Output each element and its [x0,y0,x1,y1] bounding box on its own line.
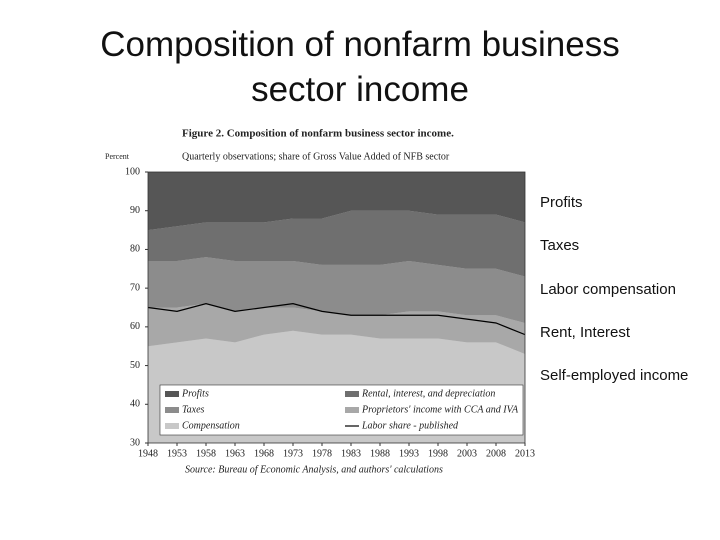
side-label: Rent, Interest [540,324,631,341]
plot-border [147,171,526,444]
area [148,257,525,323]
plot-area [148,172,525,443]
x-tick-label: 1983 [341,448,361,459]
y-tick-label: 30 [130,437,140,448]
area [148,330,525,443]
chart-title: Figure 2. Composition of nonfarm busines… [182,128,454,140]
area [148,210,525,277]
x-tick-label: 2008 [486,448,506,459]
y-tick-label: 40 [130,399,140,410]
legend-swatch [345,407,359,413]
x-tick-label: 1968 [254,448,274,459]
source: Source: Bureau of Economic Analysis, and… [185,464,443,475]
slide-title: Composition of nonfarm business sector i… [100,25,620,109]
x-tick-label: 1988 [370,448,390,459]
side-label: Profits [540,194,583,211]
legend-swatch [165,423,179,429]
legend-swatch [345,391,359,397]
side-label: Taxes [540,237,580,254]
area [148,172,525,231]
x-tick-label: 1978 [312,448,332,459]
legend-label: Proprietors' income with CCA and IVA [361,404,519,415]
x-tick-label: 2013 [515,448,535,459]
y-tick-label: 60 [130,321,140,332]
legend-swatch [165,391,179,397]
legend-label: Compensation [182,420,240,431]
x-tick-label: 1953 [167,448,187,459]
x-tick-label: 1998 [428,448,448,459]
legend-swatch [165,407,179,413]
legend-box [159,384,524,436]
line [148,303,525,336]
x-tick-label: 1948 [138,448,158,459]
y-tick-label: 90 [130,205,140,216]
y-tick-label: 80 [130,244,140,255]
legend-label: Taxes [182,404,205,415]
area [148,303,525,354]
y-tick-label: 100 [125,166,140,177]
legend-label: Rental, interest, and depreciation [361,388,495,399]
x-tick-label: 1993 [399,448,419,459]
x-tick-label: 1958 [196,448,216,459]
y-tick-label: 50 [130,360,140,371]
legend-label: Labor share - published [361,420,459,431]
y-tick-label: 70 [130,282,140,293]
x-tick-label: 2003 [457,448,477,459]
side-label: Self-employed income [540,367,689,384]
y-axis-label: Percent [105,152,130,161]
x-tick-label: 1973 [283,448,303,459]
x-tick-label: 1963 [225,448,245,459]
chart-subtitle: Quarterly observations; share of Gross V… [182,151,450,162]
side-label: Labor compensation [540,281,676,298]
legend-label: Profits [181,388,209,399]
